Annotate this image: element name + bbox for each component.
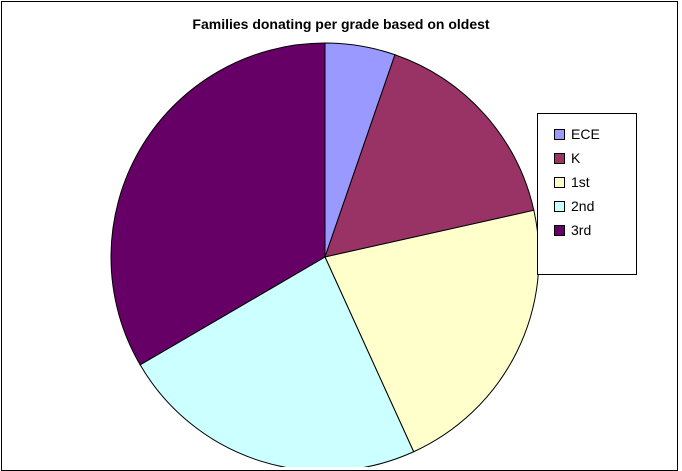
legend-label: 2nd bbox=[571, 198, 595, 214]
legend-swatch bbox=[554, 224, 565, 236]
legend-item-2nd: 2nd bbox=[538, 194, 636, 218]
legend-swatch bbox=[554, 128, 565, 140]
legend-label: 1st bbox=[571, 174, 590, 190]
legend-label: 3rd bbox=[571, 222, 592, 238]
legend-swatch bbox=[554, 152, 565, 164]
legend: ECE K 1st 2nd 3rd bbox=[537, 113, 637, 275]
pie-slice-k bbox=[324, 54, 535, 258]
legend-swatch bbox=[554, 176, 565, 188]
legend-label: K bbox=[571, 150, 581, 166]
legend-item-k: K bbox=[538, 146, 636, 170]
legend-item-3rd: 3rd bbox=[538, 218, 636, 242]
chart-title: Families donating per grade based on old… bbox=[192, 16, 490, 32]
pie-slice-3rd bbox=[110, 42, 326, 366]
legend-label: ECE bbox=[571, 126, 600, 142]
legend-item-ece: ECE bbox=[538, 122, 636, 146]
pie-slice-2nd bbox=[139, 256, 415, 467]
legend-swatch bbox=[554, 200, 565, 212]
legend-item-1st: 1st bbox=[538, 170, 636, 194]
